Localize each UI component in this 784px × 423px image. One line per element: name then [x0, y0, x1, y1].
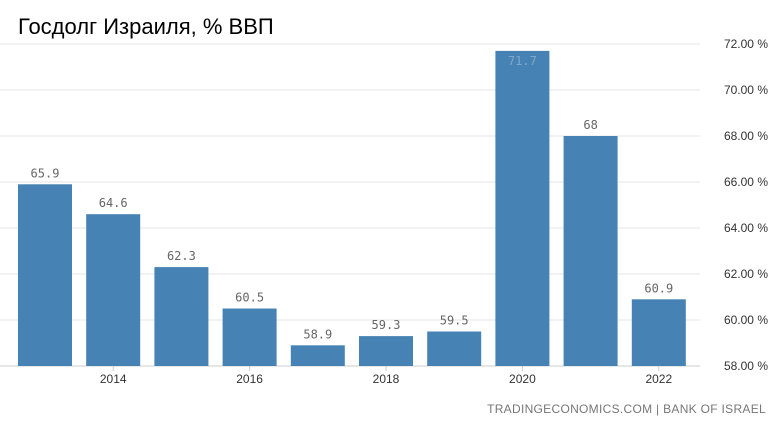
- bar-2014: [86, 214, 141, 366]
- value-label: 59.3: [372, 318, 401, 332]
- value-label: 65.9: [31, 166, 60, 180]
- bar-2013: [18, 184, 72, 366]
- value-label: 59.5: [440, 314, 469, 328]
- bar-2015: [154, 267, 209, 366]
- x-tick-label: 2018: [373, 372, 400, 386]
- x-tick-label: 2020: [509, 372, 536, 386]
- value-label: 60.5: [235, 291, 264, 305]
- value-label: 64.6: [99, 196, 128, 210]
- value-label: 60.9: [644, 281, 673, 295]
- source-label: TRADINGECONOMICS.COM | BANK OF ISRAEL: [487, 402, 766, 416]
- bar-2017: [290, 345, 345, 366]
- y-tick-label: 72.00 %: [724, 37, 768, 51]
- y-tick-label: 64.00 %: [724, 221, 768, 235]
- bar-2016: [222, 308, 277, 366]
- y-tick-label: 58.00 %: [724, 359, 768, 373]
- x-tick-label: 2022: [645, 372, 672, 386]
- value-label: 71.7: [508, 54, 537, 68]
- y-tick-label: 62.00 %: [724, 267, 768, 281]
- y-tick-label: 70.00 %: [724, 83, 768, 97]
- bar-2019: [427, 331, 482, 366]
- x-tick-label: 2016: [236, 372, 263, 386]
- value-label: 58.9: [303, 327, 332, 341]
- value-label: 62.3: [167, 249, 196, 263]
- chart-title: Госдолг Израиля, % ВВП: [18, 14, 274, 39]
- y-tick-label: 66.00 %: [724, 175, 768, 189]
- y-tick-label: 60.00 %: [724, 313, 768, 327]
- y-tick-label: 68.00 %: [724, 129, 768, 143]
- bar-2018: [359, 336, 413, 366]
- bar-2021: [563, 136, 618, 366]
- bar-2020: [495, 50, 550, 367]
- x-tick-label: 2014: [100, 372, 127, 386]
- value-label: 68: [583, 118, 597, 132]
- bar-2022: [631, 299, 686, 366]
